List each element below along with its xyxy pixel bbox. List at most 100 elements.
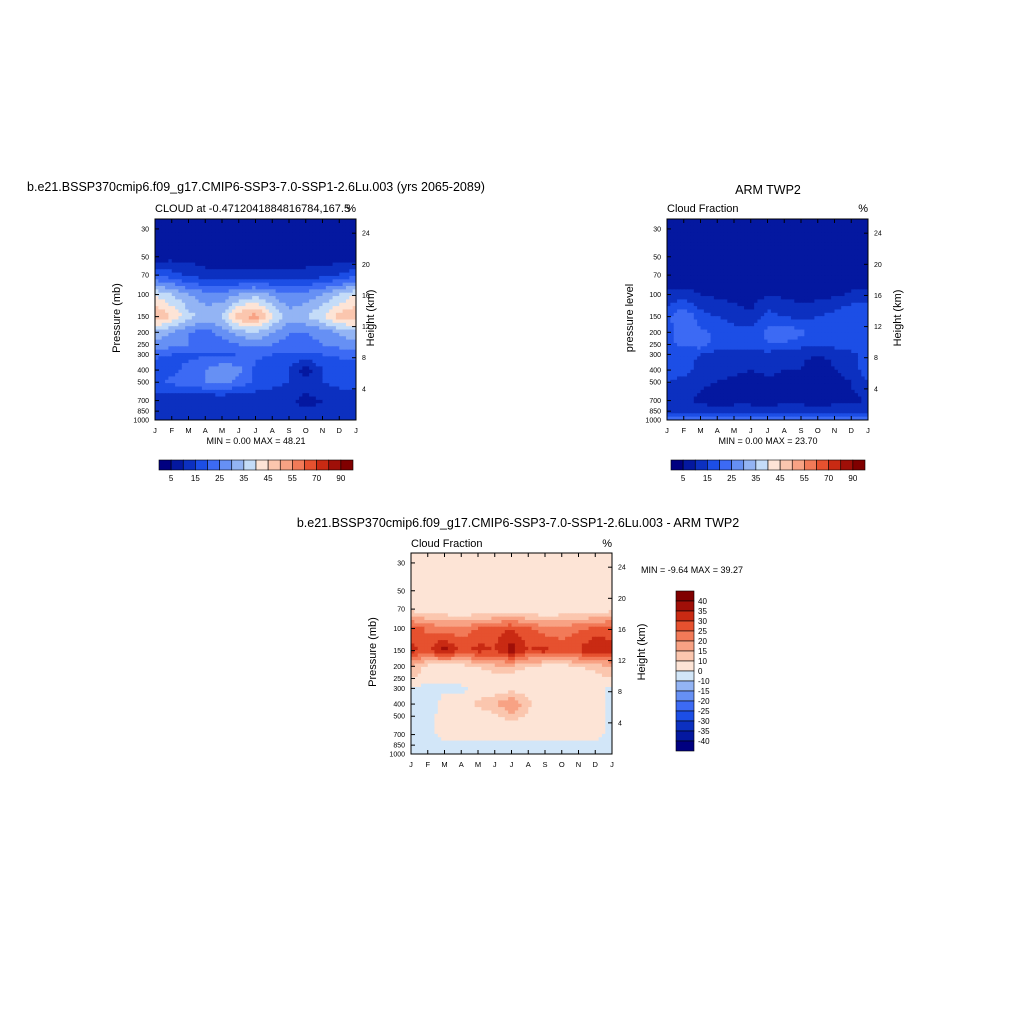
- contour-cell: [195, 379, 200, 384]
- contour-cell: [201, 302, 206, 307]
- contour-cell: [171, 406, 176, 411]
- contour-cell: [268, 309, 273, 314]
- contour-cell: [161, 279, 166, 284]
- contour-cell: [295, 322, 300, 327]
- contour-cell: [687, 225, 692, 230]
- contour-cell: [225, 255, 230, 260]
- contour-cell: [770, 272, 775, 277]
- contour-cell: [727, 225, 732, 230]
- contour-cell: [275, 286, 280, 290]
- contour-cell: [188, 242, 193, 247]
- contour-cell: [315, 386, 320, 391]
- contour-cell: [268, 272, 273, 277]
- contour-cell: [165, 349, 169, 354]
- contour-cell: [282, 262, 287, 267]
- contour-cell: [767, 259, 772, 264]
- contour-cell: [208, 275, 213, 280]
- contour-cell: [670, 272, 675, 277]
- contour-cell: [255, 416, 260, 420]
- contour-cell: [299, 312, 303, 317]
- contour-cell: [744, 242, 748, 247]
- contour-cell: [165, 296, 169, 300]
- contour-cell: [265, 275, 270, 280]
- contour-cell: [325, 292, 330, 297]
- contour-cell: [242, 265, 247, 270]
- contour-cell: [740, 262, 745, 267]
- contour-cell: [339, 322, 344, 327]
- contour-cell: [268, 316, 273, 321]
- contour-cell: [332, 232, 337, 237]
- contour-cell: [801, 255, 805, 260]
- contour-cell: [171, 319, 176, 324]
- contour-cell: [275, 299, 280, 304]
- contour-cell: [794, 272, 799, 277]
- contour-cell: [175, 302, 180, 307]
- contour-cell: [305, 239, 310, 244]
- contour-cell: [222, 292, 226, 297]
- contour-cell: [794, 286, 799, 290]
- contour-cell: [268, 225, 273, 230]
- contour-cell: [285, 249, 290, 254]
- contour-cell: [854, 242, 859, 247]
- contour-cell: [228, 399, 233, 404]
- contour-cell: [171, 386, 176, 391]
- contour-cell: [238, 319, 243, 324]
- contour-cell: [299, 252, 303, 257]
- contour-cell: [262, 379, 267, 384]
- contour-cell: [208, 235, 213, 240]
- contour-cell: [777, 232, 782, 237]
- contour-cell: [222, 403, 226, 408]
- contour-cell: [774, 222, 779, 227]
- contour-cell: [312, 376, 317, 381]
- contour-cell: [322, 396, 327, 401]
- contour-cell: [228, 262, 233, 267]
- contour-cell: [161, 373, 166, 378]
- contour-cell: [847, 286, 852, 290]
- contour-cell: [754, 232, 759, 237]
- contour-cell: [720, 219, 725, 223]
- contour-cell: [677, 259, 681, 264]
- y-right-tick-label: 4: [362, 386, 366, 393]
- contour-cell: [188, 326, 193, 331]
- contour-cell: [278, 399, 283, 404]
- contour-cell: [697, 275, 702, 280]
- contour-cell: [225, 336, 230, 341]
- contour-cell: [205, 326, 210, 331]
- contour-cell: [268, 296, 273, 300]
- contour-cell: [345, 242, 350, 247]
- contour-cell: [248, 379, 253, 384]
- contour-cell: [777, 245, 782, 250]
- contour-cell: [191, 249, 196, 254]
- contour-cell: [700, 239, 705, 244]
- contour-cell: [168, 332, 173, 337]
- contour-cell: [268, 299, 273, 304]
- contour-cell: [693, 232, 698, 237]
- contour-cell: [807, 222, 812, 227]
- contour-cell: [834, 239, 839, 244]
- contour-cell: [238, 356, 243, 361]
- contour-cell: [794, 245, 799, 250]
- contour-cell: [315, 306, 320, 311]
- contour-cell: [242, 326, 247, 331]
- contour-cell: [181, 249, 186, 254]
- contour-cell: [309, 245, 314, 250]
- contour-cell: [723, 259, 728, 264]
- contour-cell: [242, 319, 247, 324]
- contour-cell: [777, 225, 782, 230]
- contour-cell: [218, 279, 223, 284]
- contour-cell: [168, 322, 173, 327]
- contour-cell: [790, 245, 795, 250]
- contour-cell: [205, 229, 210, 233]
- contour-cell: [275, 262, 280, 267]
- contour-cell: [824, 286, 829, 290]
- contour-cell: [851, 279, 856, 284]
- contour-cell: [312, 339, 317, 344]
- contour-cell: [312, 409, 317, 414]
- contour-cell: [352, 413, 356, 418]
- contour-cell: [322, 413, 327, 418]
- x-tick-label: J: [354, 426, 358, 435]
- contour-cell: [801, 249, 805, 254]
- contour-cell: [697, 225, 702, 230]
- contour-cell: [211, 289, 216, 294]
- contour-cell: [841, 242, 846, 247]
